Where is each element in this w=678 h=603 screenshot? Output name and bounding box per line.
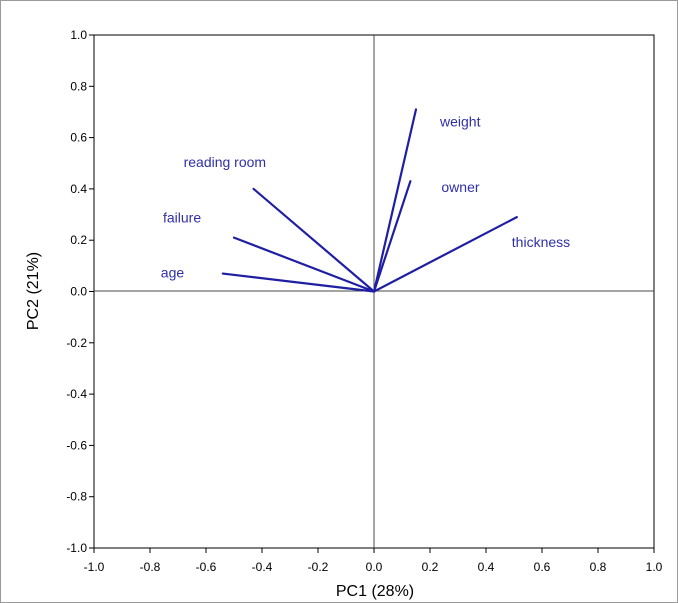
vector-label: weight [439,113,481,129]
loading-vector [252,187,376,293]
x-axis: -1.0 -0.8 -0.6 -0.4 -0.2 0.0 0.2 0.4 0.6 0.8 1.0 [84,548,663,574]
y-tick-label: 0.4 [70,182,87,196]
loading-vector [372,180,412,293]
vector-label: owner [441,179,479,195]
x-tick-label: 0.0 [366,560,383,574]
x-tick-label: -0.2 [308,560,329,574]
y-tick-label: -0.2 [66,336,87,350]
y-tick-label: 0.8 [70,79,87,93]
y-tick-label: 0.6 [70,131,87,145]
vector-label: age [161,265,185,281]
y-tick-label: -0.4 [66,387,87,401]
x-tick-label: -0.4 [252,560,273,574]
x-tick-label: 0.8 [590,560,607,574]
y-tick-label: -0.8 [66,490,87,504]
vector-label: thickness [512,234,570,250]
x-tick-label: 0.6 [534,560,551,574]
x-tick-label: 1.0 [646,560,663,574]
loading-vector [232,236,376,293]
loading-vector [372,108,418,293]
vector-label: reading room [184,154,267,170]
x-tick-label: -0.8 [140,560,161,574]
vector-labels-layer: weight owner thickness reading room failure a… [161,113,570,280]
x-tick-label: -0.6 [196,560,217,574]
vectors-layer [221,108,518,293]
x-tick-label: -1.0 [84,560,105,574]
x-tick-label: 0.4 [478,560,495,574]
loading-vector [372,216,518,293]
vector-label: failure [163,210,201,226]
x-tick-label: 0.2 [422,560,439,574]
loading-vector [221,272,376,293]
y-tick-label: 0.2 [70,233,87,247]
y-tick-label: -1.0 [66,541,87,555]
y-tick-label: 1.0 [70,28,87,42]
y-tick-label: -0.6 [66,438,87,452]
y-tick-label: 0.0 [70,285,87,299]
y-axis-title: PC2 (21%) [25,252,42,330]
y-axis: 1.0 0.8 0.6 0.4 0.2 0.0 -0.2 -0.4 -0.6 -0.8 -1.0 [66,28,94,555]
x-axis-title: PC1 (28%) [336,583,414,600]
